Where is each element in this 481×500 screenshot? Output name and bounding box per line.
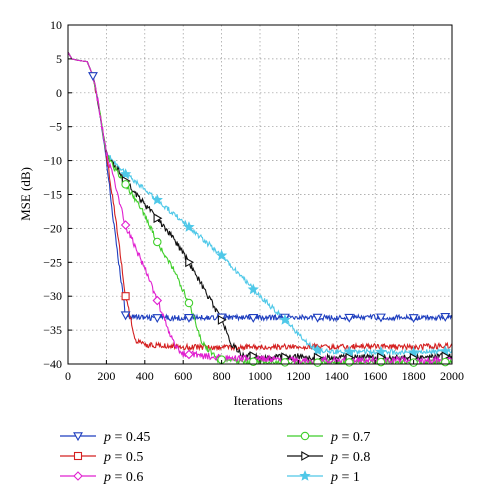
- legend-label: p = 1: [330, 470, 360, 485]
- x-tick-label: 0: [65, 369, 71, 383]
- series-marker: [185, 257, 195, 268]
- series-marker: [408, 314, 419, 324]
- series-marker: [300, 431, 310, 441]
- series-marker: [215, 249, 228, 261]
- series-marker: [73, 432, 83, 442]
- series-marker: [313, 358, 322, 367]
- series-marker: [152, 295, 163, 306]
- series-marker: [73, 451, 83, 461]
- series-marker: [153, 213, 163, 224]
- y-tick-label: −25: [43, 255, 62, 269]
- legend-label: p = 0.6: [103, 470, 143, 485]
- series-marker: [343, 345, 355, 357]
- legend-item: p = 0.45: [60, 430, 150, 445]
- series-line: [68, 51, 452, 352]
- y-tick-label: −30: [43, 289, 62, 303]
- series-line: [68, 51, 452, 357]
- series-marker: [88, 72, 98, 81]
- series-marker: [151, 193, 163, 205]
- y-tick-label: −20: [43, 221, 62, 235]
- series-marker: [184, 349, 194, 360]
- series-line: [68, 51, 452, 323]
- ticks: 0 200 400 600 800 1000 1200 1400 1600 1800 2000 10 5…: [43, 18, 464, 383]
- x-tick-label: 1800: [402, 369, 426, 383]
- series-marker: [247, 283, 259, 295]
- x-tick-label: 600: [174, 369, 192, 383]
- y-tick-label: −10: [43, 154, 62, 168]
- series-marker: [152, 314, 163, 324]
- legend-item: p = 0.7: [287, 430, 370, 445]
- series-marker: [121, 292, 130, 301]
- series-marker: [440, 313, 451, 322]
- x-axis-label: Iterations: [233, 393, 282, 408]
- x-tick-label: 400: [136, 369, 154, 383]
- series-marker: [119, 168, 132, 179]
- series-marker: [312, 313, 323, 323]
- legend-label: p = 0.5: [103, 450, 143, 465]
- series-marker: [311, 344, 324, 356]
- x-tick-label: 200: [97, 369, 115, 383]
- legend-label: p = 0.7: [330, 430, 370, 445]
- y-tick-label: −40: [43, 357, 62, 371]
- series-marker: [217, 314, 227, 325]
- x-tick-label: 1600: [363, 369, 387, 383]
- series-marker: [120, 311, 131, 321]
- series-marker: [153, 237, 162, 247]
- series-marker: [73, 471, 83, 481]
- series-marker: [299, 470, 311, 481]
- series-marker: [183, 221, 195, 232]
- legend-item: p = 1: [287, 470, 360, 485]
- series-marker: [280, 358, 290, 367]
- series-marker: [184, 298, 194, 308]
- series-marker: [376, 313, 386, 323]
- y-tick-label: −15: [43, 188, 62, 202]
- legend-item: p = 0.8: [287, 450, 370, 465]
- y-tick-label: −5: [49, 120, 62, 134]
- y-axis-label: MSE (dB): [18, 167, 33, 221]
- y-tick-label: 5: [56, 52, 62, 66]
- series-marker: [344, 313, 355, 323]
- y-tick-label: 10: [50, 18, 62, 32]
- legend-label: p = 0.8: [330, 450, 370, 465]
- legend: p = 0.45 p = 0.5 p = 0.6 p = 0.7 p = 0.8 p = …: [60, 430, 370, 485]
- y-tick-label: −35: [43, 323, 62, 337]
- x-tick-label: 1000: [248, 369, 272, 383]
- series-marker: [376, 357, 386, 367]
- x-tick-label: 2000: [440, 369, 464, 383]
- x-tick-label: 800: [213, 369, 231, 383]
- y-tick-label: 0: [56, 86, 62, 100]
- series-marker: [279, 313, 291, 325]
- series-marker: [120, 220, 131, 230]
- series-marker: [441, 357, 450, 367]
- x-tick-label: 1200: [286, 369, 310, 383]
- series-marker: [184, 314, 194, 323]
- legend-item: p = 0.6: [60, 470, 143, 485]
- series-marker: [248, 314, 259, 323]
- x-tick-label: 1400: [325, 369, 349, 383]
- series-marker: [121, 180, 130, 189]
- series-marker: [345, 358, 354, 367]
- legend-item: p = 0.5: [60, 450, 143, 465]
- series-marker: [301, 451, 311, 461]
- legend-label: p = 0.45: [103, 430, 150, 445]
